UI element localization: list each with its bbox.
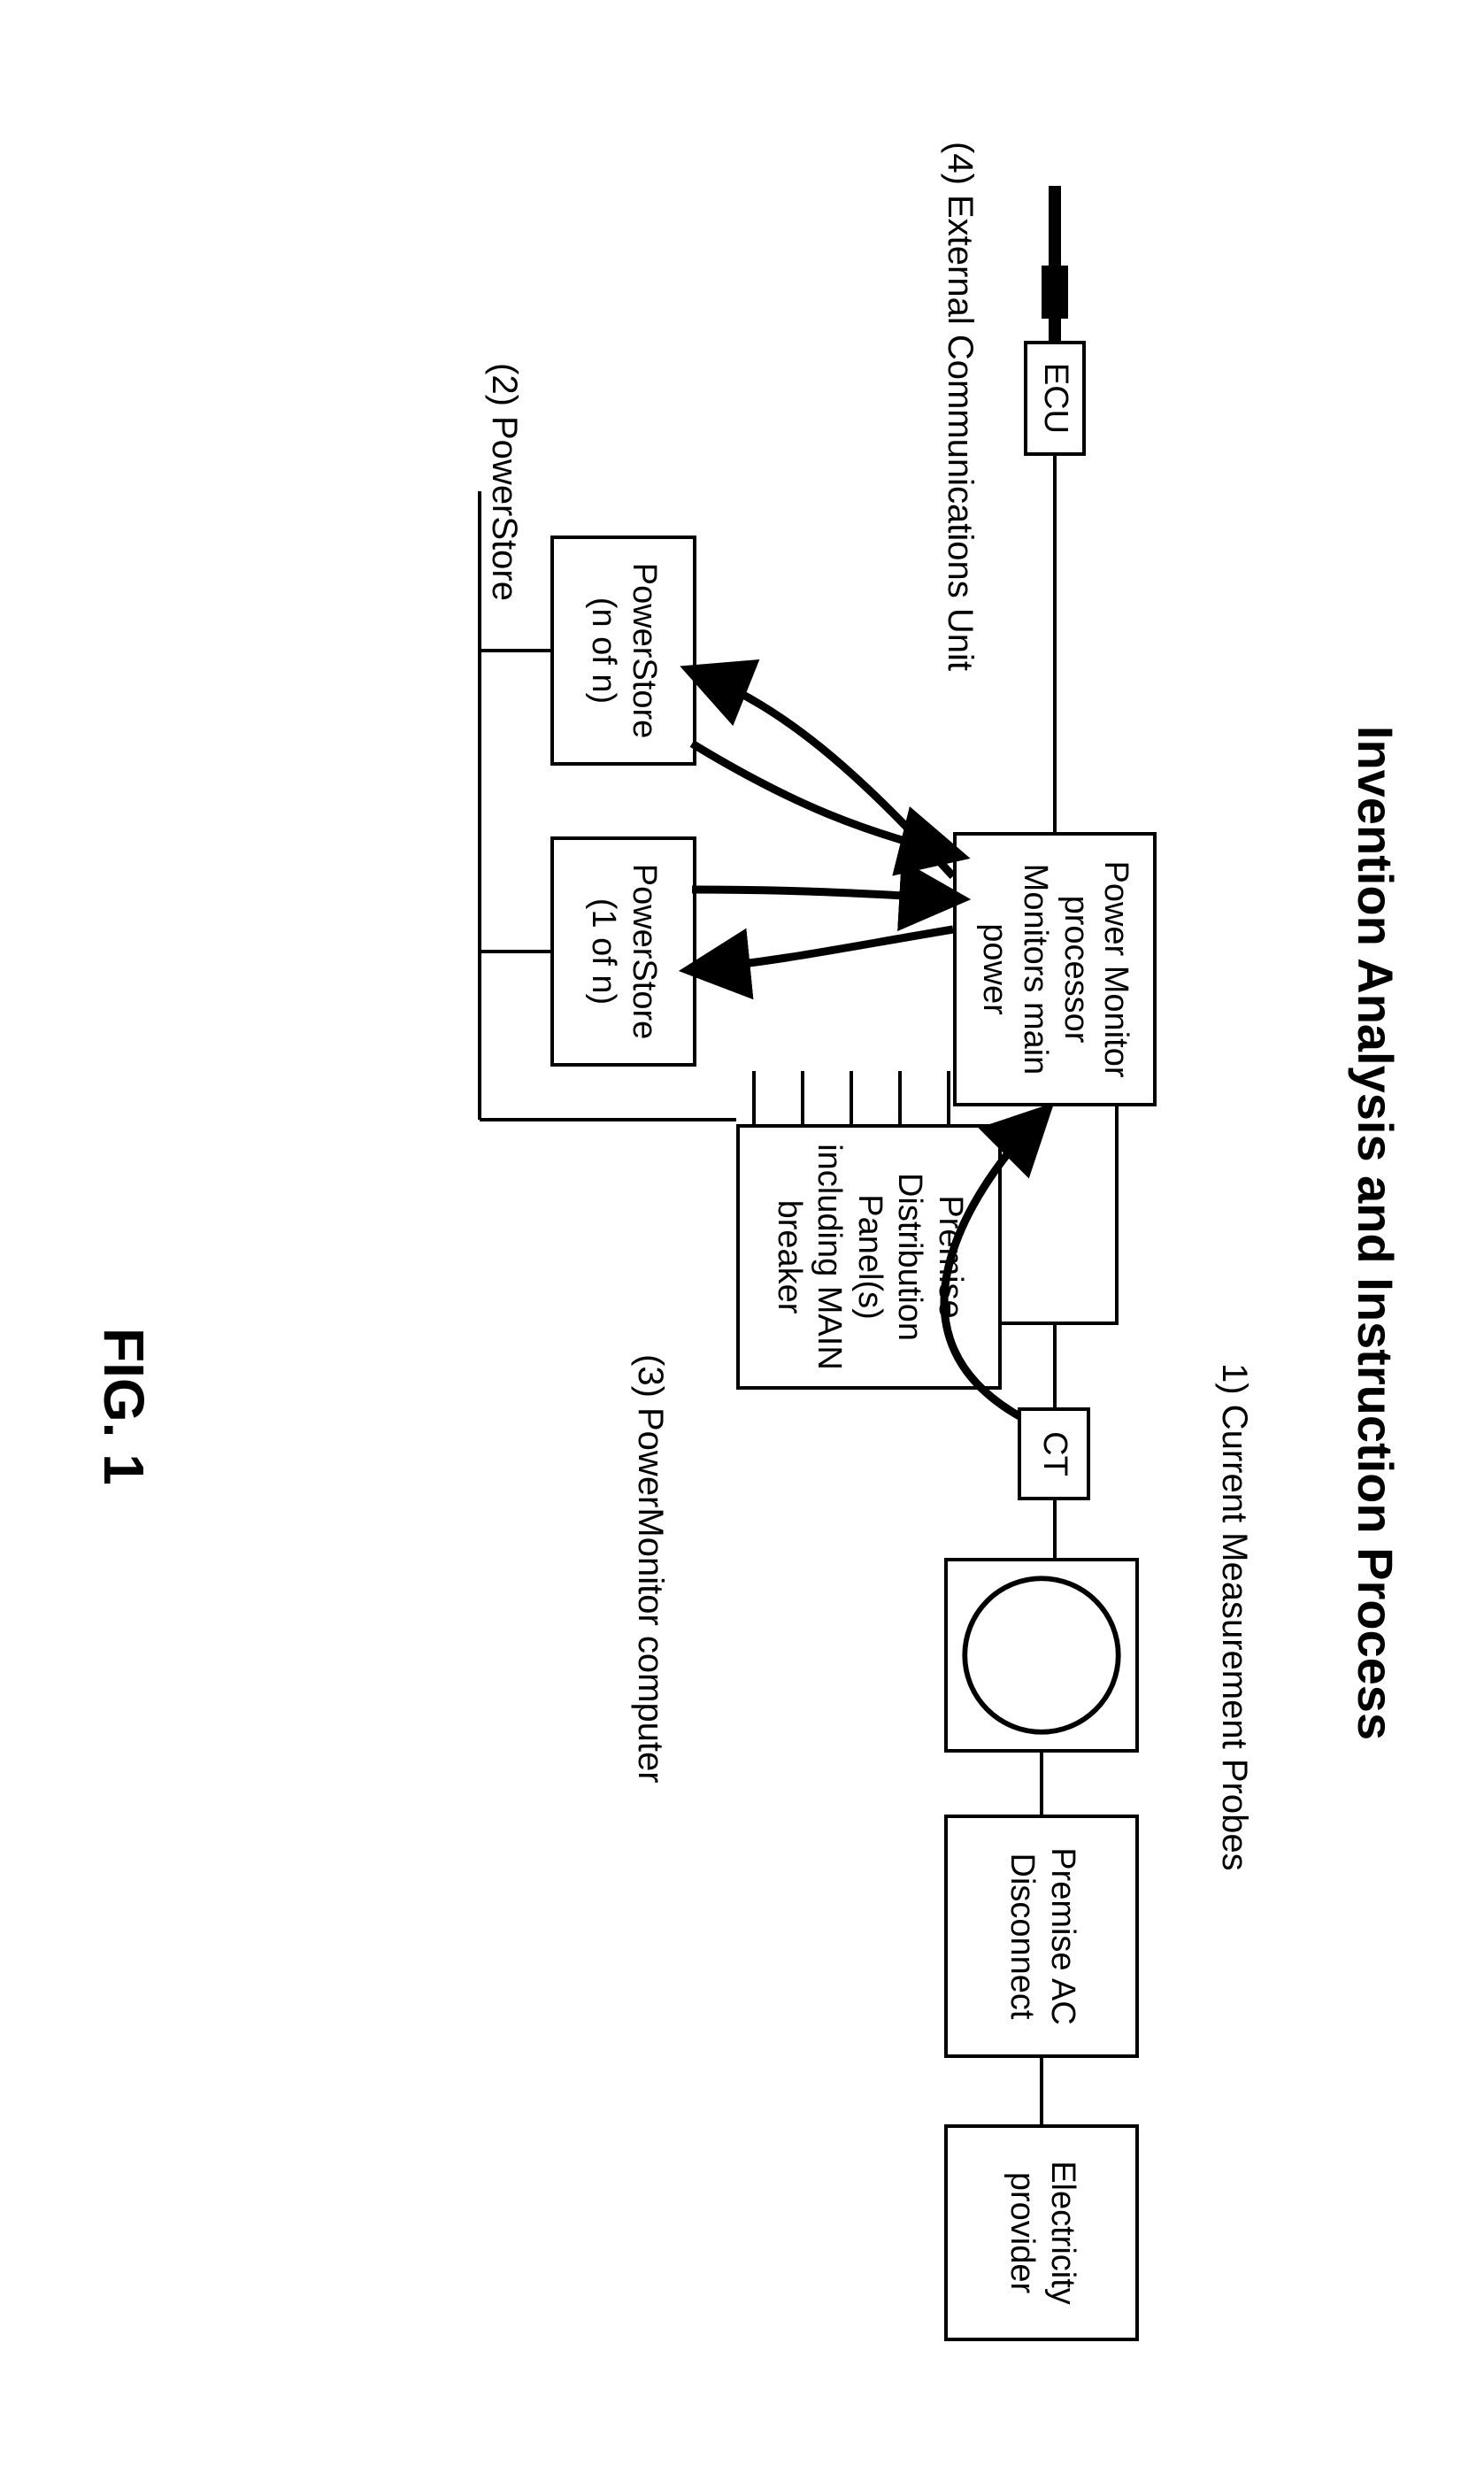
electricity-provider-label: Electricity provider — [1001, 2135, 1081, 2331]
electricity-provider-box: Electricity provider — [944, 2124, 1139, 2341]
dist-panel-box: Premise Distribution Panel(s) including … — [736, 1124, 1002, 1390]
label-external-comm: (4) External Communications Unit — [940, 142, 980, 671]
label-powermonitor-computer: (3) PowerMonitor computer — [630, 1354, 670, 1784]
power-monitor-box: Power Monitor processor Monitors main po… — [953, 832, 1157, 1106]
diagram-root: Invention Analysis and Instruction Proce… — [0, 0, 1484, 2466]
meter-box — [944, 1558, 1139, 1753]
ecu-label: ECU — [1034, 363, 1075, 434]
page-canvas: Invention Analysis and Instruction Proce… — [0, 0, 1484, 2466]
figure-caption: FIG. 1 — [91, 1328, 157, 1485]
meter-icon — [948, 1561, 1135, 1749]
ct-box: CT — [1018, 1407, 1090, 1500]
label-probes: 1) Current Measurement Probes — [1214, 1363, 1254, 1871]
ct-label: CT — [1034, 1431, 1074, 1476]
powerstore-n-label: PowerStore (n of n) — [583, 546, 664, 755]
power-monitor-label: Power Monitor processor Monitors main po… — [974, 843, 1135, 1096]
powerstore-n-box: PowerStore (n of n) — [550, 536, 696, 766]
label-powerstore-group: (2) PowerStore — [484, 363, 524, 601]
premise-ac-label: Premise AC Disconnect — [1001, 1825, 1081, 2047]
diagram-title: Invention Analysis and Instruction Proce… — [1347, 0, 1404, 2466]
premise-ac-box: Premise AC Disconnect — [944, 1815, 1139, 2058]
powerstore-1-label: PowerStore (1 of n) — [583, 847, 664, 1056]
powerstore-1-box: PowerStore (1 of n) — [550, 836, 696, 1067]
dist-panel-label: Premise Distribution Panel(s) including … — [768, 1135, 970, 1379]
ecu-box: ECU — [1024, 341, 1086, 456]
